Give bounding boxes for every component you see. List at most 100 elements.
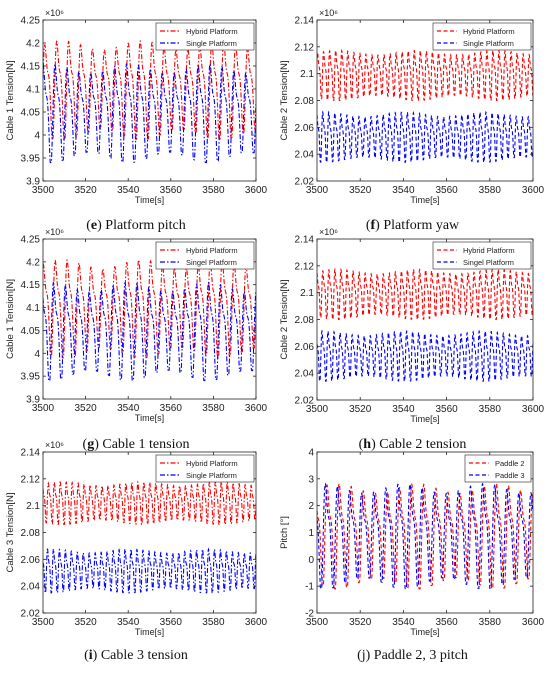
x-tick-label-j-1: 3520 bbox=[349, 617, 372, 628]
series-line-j-1 bbox=[317, 482, 533, 590]
y-tick-label-f-5: 2.12 bbox=[295, 42, 315, 53]
series-line-i-0 bbox=[43, 480, 256, 526]
series-line-g-0 bbox=[43, 258, 256, 359]
y-tick-label-h-2: 2.06 bbox=[295, 342, 315, 353]
x-tick-label-e-1: 3520 bbox=[74, 185, 97, 196]
y-tick-label-j-3: 1 bbox=[308, 528, 314, 539]
legend-label-i-0: Hybrid Platform bbox=[186, 459, 238, 468]
series-line-g-1 bbox=[43, 281, 256, 382]
y-tick-label-e-0: 3.9 bbox=[26, 177, 40, 188]
y-tick-label-i-3: 2.08 bbox=[21, 528, 41, 539]
y-tick-label-h-5: 2.12 bbox=[295, 261, 315, 272]
legend-label-e-1: Single Platform bbox=[186, 39, 237, 48]
x-tick-label-h-2: 3540 bbox=[392, 404, 415, 415]
y-tick-label-f-0: 2.02 bbox=[295, 177, 315, 188]
legend-e bbox=[155, 22, 255, 51]
legend-label-i-1: Single Platform bbox=[186, 471, 237, 480]
legend-label-h-1: Singel Platform bbox=[463, 258, 514, 267]
x-tick-label-i-1: 3520 bbox=[74, 617, 97, 628]
series-line-i-1 bbox=[43, 547, 256, 594]
x-tick-label-g-2: 3540 bbox=[117, 403, 140, 414]
y-tick-label-g-6: 4.2 bbox=[26, 257, 40, 268]
x-tick-label-j-4: 3580 bbox=[479, 617, 502, 628]
legend-label-f-0: Hybrid Platform bbox=[463, 27, 515, 36]
y-tick-label-j-5: 3 bbox=[308, 474, 314, 485]
series-line-f-0 bbox=[317, 48, 533, 102]
y-tick-label-e-1: 3.95 bbox=[21, 154, 41, 165]
x-tick-label-g-1: 3520 bbox=[74, 403, 97, 414]
x-tick-label-f-4: 3580 bbox=[479, 185, 502, 196]
y-tick-label-f-2: 2.06 bbox=[295, 123, 315, 134]
series-line-e-1 bbox=[43, 62, 256, 164]
x-tick-label-h-4: 3580 bbox=[479, 404, 502, 415]
legend-h bbox=[432, 241, 532, 270]
chart-g: 3500 3520 3540 3560 3580 3600 3.9 3.95 4 4.05 4.1 4… bbox=[5, 227, 268, 423]
x-tick-label-i-3: 3560 bbox=[160, 617, 183, 628]
x-axis-label-h: Time[s] bbox=[410, 414, 439, 424]
y-exponent-i: ×10⁶ bbox=[45, 440, 64, 450]
y-axis-label-g: Cable 1 Tension[N] bbox=[5, 279, 16, 359]
x-tick-label-g-4: 3580 bbox=[202, 403, 225, 414]
y-axis-label-i: Cable 3 Tension[N] bbox=[5, 492, 16, 572]
y-tick-label-i-6: 2.14 bbox=[21, 448, 41, 459]
y-tick-label-i-4: 2.1 bbox=[26, 501, 40, 512]
y-tick-label-g-7: 4.25 bbox=[21, 235, 41, 246]
series-line-f-1 bbox=[317, 110, 533, 163]
y-tick-label-i-5: 2.12 bbox=[21, 474, 41, 485]
legend-g bbox=[155, 241, 255, 270]
series-line-h-0 bbox=[317, 267, 533, 321]
y-tick-label-e-7: 4.25 bbox=[21, 16, 41, 27]
y-tick-label-e-2: 4 bbox=[34, 131, 40, 142]
x-tick-label-h-0: 3500 bbox=[306, 404, 329, 415]
x-tick-label-e-3: 3560 bbox=[160, 185, 183, 196]
y-tick-label-f-4: 2.1 bbox=[300, 69, 314, 80]
y-tick-label-i-0: 2.02 bbox=[21, 609, 41, 620]
x-tick-label-j-2: 3540 bbox=[392, 617, 415, 628]
x-axis-label-g: Time[s] bbox=[135, 413, 164, 423]
x-tick-label-j-5: 3600 bbox=[522, 617, 545, 628]
x-tick-label-h-5: 3600 bbox=[522, 404, 545, 415]
x-tick-label-e-5: 3600 bbox=[245, 185, 268, 196]
y-tick-label-i-1: 2.04 bbox=[21, 582, 41, 593]
y-tick-label-h-1: 2.04 bbox=[295, 369, 315, 380]
y-tick-label-g-0: 3.9 bbox=[26, 395, 40, 406]
legend-label-g-1: Singel Platform bbox=[186, 258, 237, 267]
y-exponent-g: ×10⁶ bbox=[45, 227, 64, 237]
x-tick-label-e-2: 3540 bbox=[117, 185, 140, 196]
legend-label-g-0: Hybrid Platform bbox=[186, 246, 238, 255]
x-axis-label-i: Time[s] bbox=[135, 627, 164, 637]
y-tick-label-g-3: 4.05 bbox=[21, 326, 41, 337]
y-tick-label-h-4: 2.1 bbox=[300, 288, 314, 299]
chart-f: 3500 3520 3540 3560 3580 3600 2.02 2.04 2.06 2.08… bbox=[279, 8, 545, 205]
legend-label-j-1: Paddle 3 bbox=[495, 471, 525, 480]
chart-e: 3500 3520 3540 3560 3580 3600 3.9 3.95 4 4.05 4.1 4… bbox=[5, 8, 268, 205]
series-line-h-1 bbox=[317, 329, 533, 382]
y-tick-label-j-6: 4 bbox=[308, 448, 314, 459]
x-tick-label-f-2: 3540 bbox=[392, 185, 415, 196]
x-tick-label-f-1: 3520 bbox=[349, 185, 372, 196]
legend-label-j-0: Paddle 2 bbox=[495, 459, 525, 468]
y-tick-label-j-0: -2 bbox=[305, 609, 314, 620]
y-tick-label-h-0: 2.02 bbox=[295, 396, 315, 407]
x-axis-label-e: Time[s] bbox=[135, 195, 164, 205]
x-tick-label-f-5: 3600 bbox=[522, 185, 545, 196]
x-tick-label-e-0: 3500 bbox=[32, 185, 55, 196]
y-axis-label-j: Pitch [°] bbox=[279, 516, 290, 549]
x-tick-label-i-2: 3540 bbox=[117, 617, 140, 628]
x-tick-label-g-5: 3600 bbox=[245, 403, 268, 414]
y-tick-label-g-4: 4.1 bbox=[26, 303, 40, 314]
caption-g: (g) Cable 1 tension bbox=[82, 437, 190, 452]
y-tick-label-j-1: -1 bbox=[305, 582, 314, 593]
chart-h: 3500 3520 3540 3560 3580 3600 2.02 2.04 2.06 2.08… bbox=[279, 227, 545, 424]
axes-box-e bbox=[42, 19, 257, 182]
y-axis-label-f: Cable 2 Tension[N] bbox=[279, 60, 290, 140]
x-tick-label-j-3: 3560 bbox=[435, 617, 458, 628]
y-axis-label-e: Cable 1 Tension[N] bbox=[5, 60, 16, 140]
series-line-j-0 bbox=[317, 482, 533, 590]
caption-f: (f) Platform yaw bbox=[365, 218, 460, 233]
caption-e: (e) Platform pitch bbox=[86, 218, 186, 233]
legend-f bbox=[432, 22, 532, 51]
caption-h: (h) Cable 2 tension bbox=[358, 437, 467, 452]
